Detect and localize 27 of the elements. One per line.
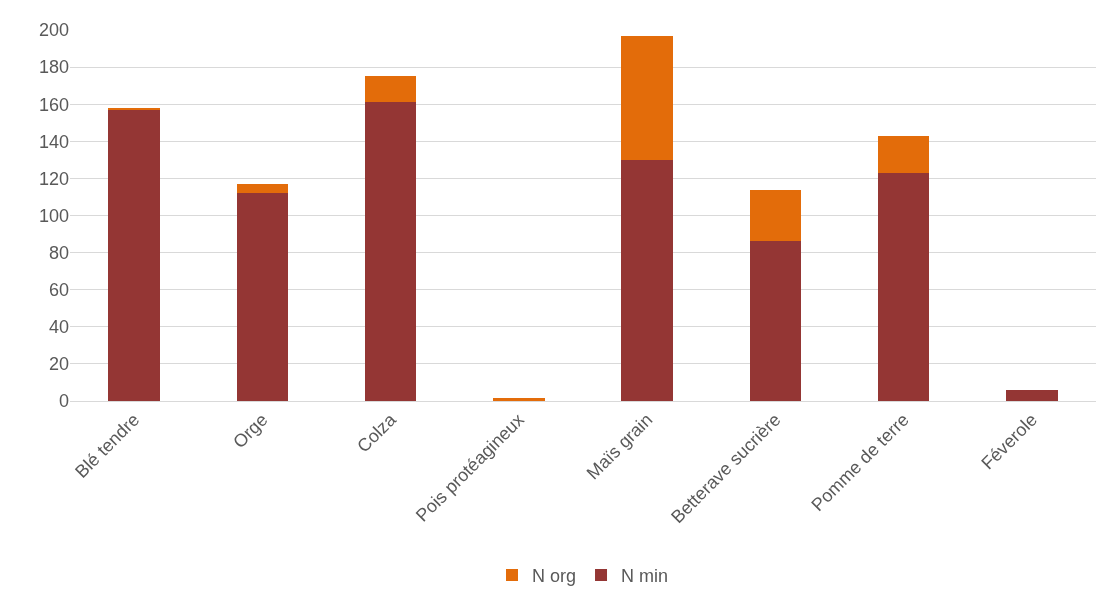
y-tick-label: 20 [48,354,69,375]
bar [749,189,802,242]
y-tick-label: 100 [38,205,69,226]
bar [236,193,289,401]
y-tick-label: 40 [48,317,69,338]
legend-label: N min [621,566,669,587]
bar [621,159,673,401]
y-tick-label: 140 [38,131,69,152]
y-tick-label: 200 [38,20,69,41]
y-tick-label: 160 [38,94,69,115]
bar [621,35,673,160]
y-tick-label: 80 [48,242,69,263]
bar [236,183,289,194]
bar [1006,389,1058,401]
bar [877,135,930,173]
y-tick-label: 60 [48,280,69,300]
bar [493,398,545,401]
legend-label: N org [532,566,577,587]
bar [749,241,802,401]
bar [108,109,160,401]
y-tick-label: 180 [38,57,69,78]
bar [364,102,417,401]
y-tick-label: 120 [38,168,69,189]
y-tick-label: 0 [58,391,69,412]
bar [364,76,417,103]
bar [108,107,160,110]
bar [877,172,930,401]
